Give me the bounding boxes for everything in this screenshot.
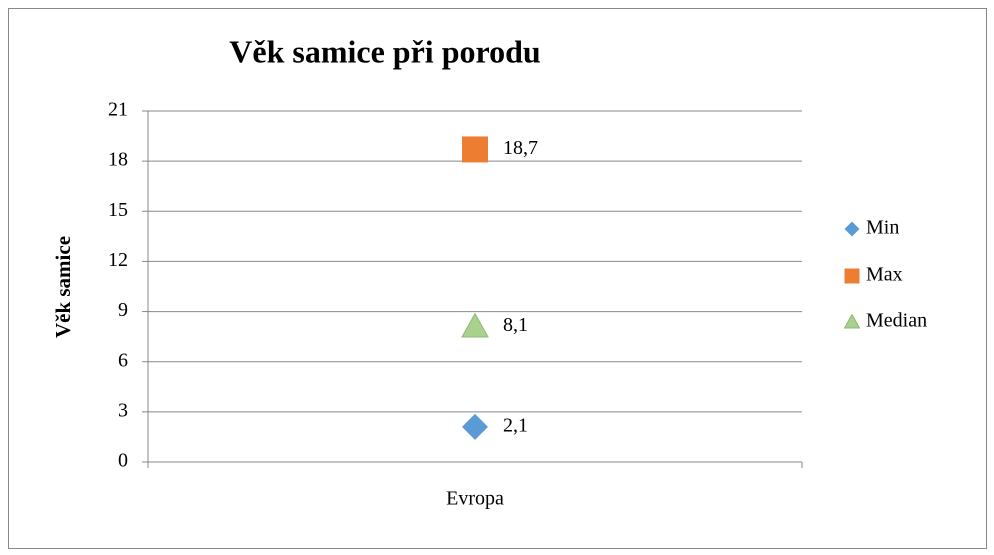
- data-label: 18,7: [503, 137, 538, 159]
- legend-label: Median: [866, 310, 927, 332]
- legend-label: Max: [866, 264, 903, 286]
- marker: [844, 268, 860, 284]
- legend-label: Min: [866, 217, 899, 239]
- y-tick-label: 0: [118, 450, 128, 472]
- y-tick-label: 15: [108, 199, 128, 221]
- data-label: 2,1: [503, 414, 528, 436]
- y-axis-label: Věk samice: [51, 236, 75, 338]
- x-tick-label: Evropa: [446, 488, 504, 510]
- marker: [462, 136, 488, 163]
- y-tick-label: 9: [118, 299, 128, 321]
- marker: [462, 413, 488, 440]
- y-tick-label: 21: [108, 99, 128, 121]
- y-tick-label: 6: [118, 349, 128, 371]
- marker: [461, 312, 489, 338]
- chart-title: Věk samice při porodu: [229, 33, 540, 69]
- y-tick-label: 3: [118, 399, 128, 421]
- marker: [844, 221, 860, 237]
- y-tick-label: 18: [108, 149, 128, 171]
- y-tick-label: 12: [108, 249, 128, 271]
- chart-border: [8, 8, 987, 549]
- data-label: 8,1: [503, 314, 528, 336]
- marker: [843, 313, 861, 329]
